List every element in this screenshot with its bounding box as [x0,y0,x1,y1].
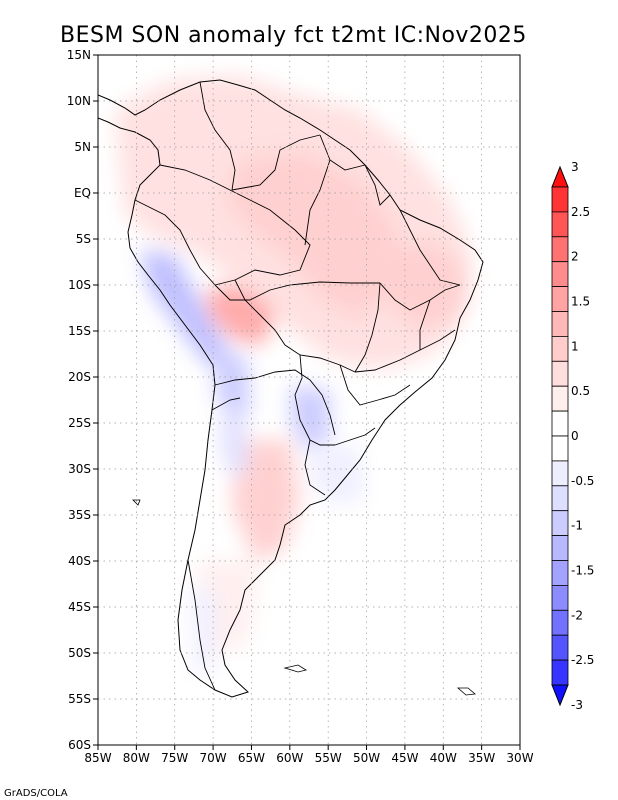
colorbar: 3 2.5 2 1.5 1 0.5 0 -0.5 -1 -1.5 -2 -2.5 -3 [551,160,594,712]
colorbar-segment [551,460,569,487]
y-tick-label: 60S [68,738,91,752]
colorbar-segment [551,311,569,337]
colorbar-segment [551,360,569,387]
colorbar-label: -2 [571,608,583,622]
y-tick-label: 5S [76,232,91,246]
colorbar-segment [551,510,569,537]
colorbar-segment [551,535,569,561]
colorbar-max-arrow [551,165,569,188]
colorbar-segment [551,609,569,636]
cool-anomaly-uruguay [310,445,365,505]
cool-anomaly-atacama [215,345,250,430]
map-title: BESM SON anomaly fct t2mt IC:Nov2025 [60,23,527,48]
y-tick-label: 10S [68,278,91,292]
colorbar-segment [551,236,569,263]
colorbar-segment [551,261,569,288]
x-tick-label: 55W [315,751,342,765]
colorbar-segment [551,560,569,586]
y-tick-label: 45S [68,600,91,614]
colorbar-segment [551,211,569,238]
y-tick-label: 55S [68,692,91,706]
x-tick-label: 50W [353,751,380,765]
colorbar-label: 2.5 [571,205,590,219]
y-tick-label: 10N [67,94,91,108]
x-axis-ticks: 85W 80W 75W 70W 65W 60W 55W 50W 45W 40W 35W 30W [84,745,534,765]
colorbar-label: -0.5 [571,474,594,488]
colorbar-label: -2.5 [571,653,594,667]
colorbar-label: 1 [571,339,579,353]
x-tick-label: 30W [506,751,533,765]
x-tick-label: 35W [468,751,495,765]
colorbar-label: 1.5 [571,295,590,309]
colorbar-segment [551,385,569,412]
colorbar-label: -1 [571,519,583,533]
y-tick-label: 15S [68,324,91,338]
x-tick-label: 70W [200,751,227,765]
x-tick-label: 80W [123,751,150,765]
colorbar-segment [551,335,569,362]
y-tick-label: 15N [67,48,91,62]
cool-anomaly-central-andes [220,410,248,480]
colorbar-segment [551,186,569,213]
south-america-coastline [98,79,484,698]
x-tick-label: 60W [276,751,303,765]
islands [132,499,476,696]
y-axis-ticks: 15N 10N 5N EQ 5S 10S 15S 20S 25S 30S 35S 40S 45S 50S 5… [67,48,98,752]
y-tick-label: 35S [68,508,91,522]
colorbar-segment [551,634,569,661]
y-tick-label: 30S [68,462,91,476]
y-tick-label: EQ [74,186,91,200]
colorbar-label: 2 [571,250,579,264]
colorbar-label: 3 [571,160,579,174]
cool-anomaly-peru-coast [140,250,235,368]
y-tick-label: 20S [68,370,91,384]
cool-anomaly-chaco [290,385,330,450]
y-tick-label: 5N [74,140,91,154]
anomaly-field [115,75,470,675]
warm-anomaly-argentina [232,440,300,560]
warm-anomaly-ne-brazil [380,240,470,330]
warm-anomaly-andes-peru [205,285,275,345]
colorbar-segment [551,485,569,512]
colorbar-segment [551,410,569,437]
colorbar-segment [551,435,569,462]
colorbar-label: -1.5 [571,564,594,578]
y-tick-label: 40S [68,554,91,568]
x-tick-label: 40W [430,751,457,765]
map-panel [98,55,520,745]
x-tick-label: 65W [238,751,265,765]
x-tick-label: 75W [161,751,188,765]
credit-label: GrADS/COLA [4,788,68,799]
y-tick-label: 50S [68,646,91,660]
colorbar-segment [551,286,569,312]
x-tick-label: 45W [391,751,418,765]
map-frame [97,54,521,746]
colorbar-min-arrow [551,684,569,707]
colorbar-label: 0.5 [571,384,590,398]
colorbar-segment [551,659,569,686]
colorbar-segment [551,585,569,611]
colorbar-label: -3 [571,698,583,712]
colorbar-label: 0 [571,429,579,443]
x-tick-label: 85W [84,751,111,765]
y-tick-label: 25S [68,416,91,430]
warm-anomaly-amazon [225,150,400,320]
